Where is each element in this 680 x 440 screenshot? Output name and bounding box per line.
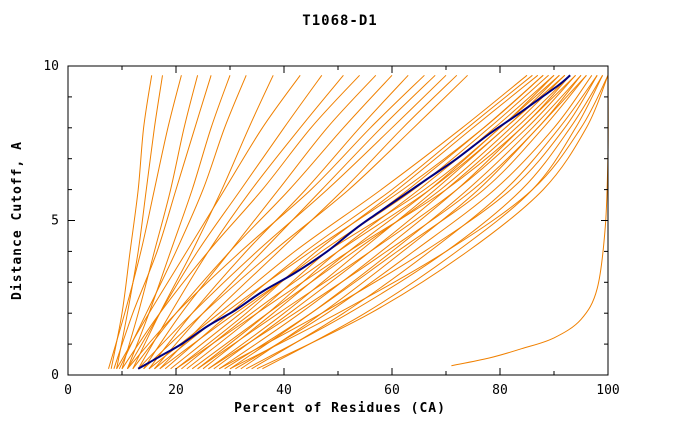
model-curve (118, 75, 247, 370)
model-curve (218, 74, 576, 370)
model-curve (116, 75, 301, 370)
model-curve (218, 75, 598, 370)
model-curve (126, 75, 323, 370)
model-curve (229, 74, 582, 370)
model-curve (126, 75, 231, 369)
model-curve (110, 75, 153, 369)
model-curve (229, 75, 609, 370)
model-curve (235, 75, 593, 370)
x-tick-label: 40 (276, 383, 292, 398)
outlier-curve (451, 75, 609, 367)
model-curve (197, 74, 576, 370)
model-curve (224, 74, 587, 370)
model-curve (191, 74, 566, 370)
model-curve (113, 75, 212, 369)
model-curve (159, 74, 555, 370)
y-tick-label: 5 (51, 214, 59, 229)
model-curve (213, 74, 571, 370)
model-curve (202, 74, 560, 370)
x-tick-label: 0 (64, 383, 72, 398)
model-curve (137, 74, 344, 370)
y-axis-label: Distance Cutoff, A (10, 141, 25, 300)
x-tick-label: 60 (384, 383, 400, 398)
model-curve (256, 75, 609, 370)
chart-title: T1068-D1 (302, 13, 378, 29)
model-curve (148, 74, 528, 370)
x-tick-label: 100 (596, 383, 619, 398)
model-curve (127, 74, 425, 370)
consensus-curve (137, 74, 571, 370)
model-curve (143, 74, 468, 370)
x-tick-label: 80 (492, 383, 508, 398)
model-curve (262, 75, 604, 370)
model-curve (197, 74, 555, 370)
model-curve (143, 74, 377, 370)
model-curve (181, 74, 560, 370)
y-tick-label: 10 (43, 59, 59, 74)
x-tick-label: 20 (168, 383, 184, 398)
model-curve (175, 74, 539, 370)
y-tick-label: 0 (51, 368, 59, 383)
x-axis-label: Percent of Residues (CA) (234, 401, 446, 416)
model-curve (116, 75, 163, 369)
model-curve (137, 74, 447, 370)
model-curve (121, 75, 199, 369)
model-curve (108, 75, 182, 369)
model-curve (121, 74, 360, 370)
model-curve (245, 75, 604, 370)
model-curve (164, 74, 533, 370)
model-curve (240, 74, 587, 370)
model-curve (148, 74, 409, 370)
model-curve (170, 74, 549, 370)
